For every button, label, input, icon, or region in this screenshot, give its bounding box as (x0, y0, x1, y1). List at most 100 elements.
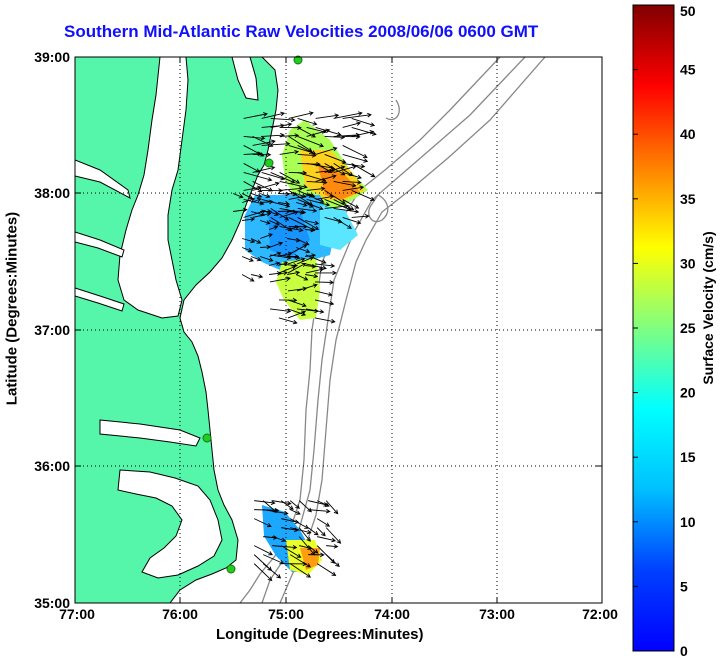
colorbar-tick-label: 50 (680, 3, 696, 19)
velocity-arrow (268, 261, 281, 266)
velocity-arrow (243, 171, 273, 182)
velocity-arrow (288, 193, 314, 200)
velocity-arrow (251, 274, 264, 279)
velocity-arrow (297, 136, 325, 148)
velocity-arrow (252, 181, 280, 191)
velocity-arrow (263, 509, 289, 516)
velocity-arrow (333, 199, 355, 211)
velocity-arrow (307, 527, 319, 536)
velocity-arrow (268, 251, 282, 257)
velocity-arrow (297, 199, 324, 211)
velocity-arrow (272, 536, 287, 543)
velocity-arrow (342, 216, 362, 225)
velocity-arrow (305, 308, 325, 314)
velocity-arrow (333, 180, 357, 188)
velocity-arrow (261, 141, 291, 147)
velocity-arrow (259, 256, 274, 262)
y-tick-label: 38:00 (34, 185, 70, 201)
velocity-arrow (268, 220, 281, 226)
velocity-arrow (278, 297, 298, 303)
velocity-arrow (252, 152, 272, 158)
x-tick-label: 77:00 (59, 606, 95, 622)
colorbar-label: Surface Velocity (cm/s) (700, 231, 716, 385)
velocity-arrow (270, 172, 296, 184)
velocity-arrow (279, 125, 302, 131)
station-marker[interactable] (226, 564, 236, 574)
velocity-arrow (243, 181, 263, 193)
velocity-arrow (296, 256, 315, 265)
y-tick-label: 39:00 (34, 49, 70, 65)
velocity-arrow (241, 238, 256, 244)
colorbar-tick-label: 45 (680, 62, 696, 78)
velocity-arrow (233, 207, 248, 213)
velocity-arrow (324, 154, 347, 164)
velocity-arrow (351, 190, 375, 202)
velocity-arrow (324, 190, 346, 204)
velocity-arrow (250, 238, 262, 244)
velocity-arrow (342, 145, 368, 159)
velocity-arrow (316, 545, 336, 564)
velocity-arrow (241, 247, 253, 253)
velocity-arrow (333, 207, 360, 214)
station-marker[interactable] (264, 158, 274, 168)
velocity-arrow (296, 283, 318, 292)
velocity-arrow (297, 117, 318, 126)
velocity-arrow (295, 247, 311, 254)
velocity-arrow (305, 273, 319, 279)
velocity-arrow (250, 197, 262, 203)
velocity-arrow (241, 274, 255, 282)
velocity-arrow (253, 545, 274, 556)
velocity-arrow (306, 128, 331, 137)
velocity-arrow (325, 500, 339, 515)
colorbar-tick-label: 10 (680, 514, 696, 530)
velocity-arrow (315, 174, 337, 182)
colorbar-tick-label: 25 (680, 320, 696, 336)
velocity-arrow (315, 194, 335, 200)
y-tick-label: 36:00 (34, 458, 70, 474)
velocity-arrow (295, 193, 307, 198)
velocity-arrow (259, 193, 271, 199)
colorbar-tick-label: 0 (680, 643, 688, 659)
velocity-arrow (307, 545, 319, 554)
x-tick-label: 72:00 (582, 606, 618, 622)
velocity-arrow (243, 163, 261, 173)
chesapeake-bay (117, 57, 189, 319)
velocity-arrow (333, 164, 357, 173)
velocity-arrow (298, 527, 311, 542)
velocity-arrow (243, 112, 268, 119)
velocity-arrow (305, 267, 325, 274)
velocity-arrow (342, 171, 362, 180)
grid-lines (75, 57, 602, 603)
velocity-arrow (287, 270, 301, 276)
velocity-arrow (289, 554, 312, 568)
velocity-arrow (286, 225, 300, 230)
y-axis-label: Latitude (Degrees:Minutes) (3, 211, 21, 406)
station-marker[interactable] (202, 433, 212, 443)
velocity-arrow (268, 211, 280, 216)
velocity-arrow (305, 263, 317, 269)
x-tick-label: 76:00 (162, 606, 198, 622)
velocity-arrow (326, 544, 339, 549)
velocity-arrow (316, 527, 326, 537)
velocity-arrow (351, 214, 370, 219)
velocity-arrow (253, 563, 273, 582)
velocity-arrow (259, 233, 273, 239)
velocity-arrow (289, 509, 301, 515)
velocity-arrow (351, 163, 376, 178)
velocity-arrow (278, 254, 301, 260)
velocity-arrow (324, 203, 350, 209)
velocity-arrow (252, 165, 276, 173)
velocity-arrow (270, 122, 293, 128)
velocity-arrow (278, 265, 297, 274)
station-marker[interactable] (293, 55, 303, 65)
velocity-arrow (262, 563, 282, 579)
map-title: Southern Mid-Atlantic Raw Velocities 200… (64, 22, 539, 41)
velocity-arrow (305, 254, 327, 264)
albemarle-sound (99, 419, 201, 447)
velocity-arrow (279, 180, 308, 189)
velocity-arrow (314, 270, 337, 276)
velocity-arrow (278, 201, 291, 206)
velocity-arrow (270, 208, 290, 221)
pamlico-sound (117, 469, 223, 579)
